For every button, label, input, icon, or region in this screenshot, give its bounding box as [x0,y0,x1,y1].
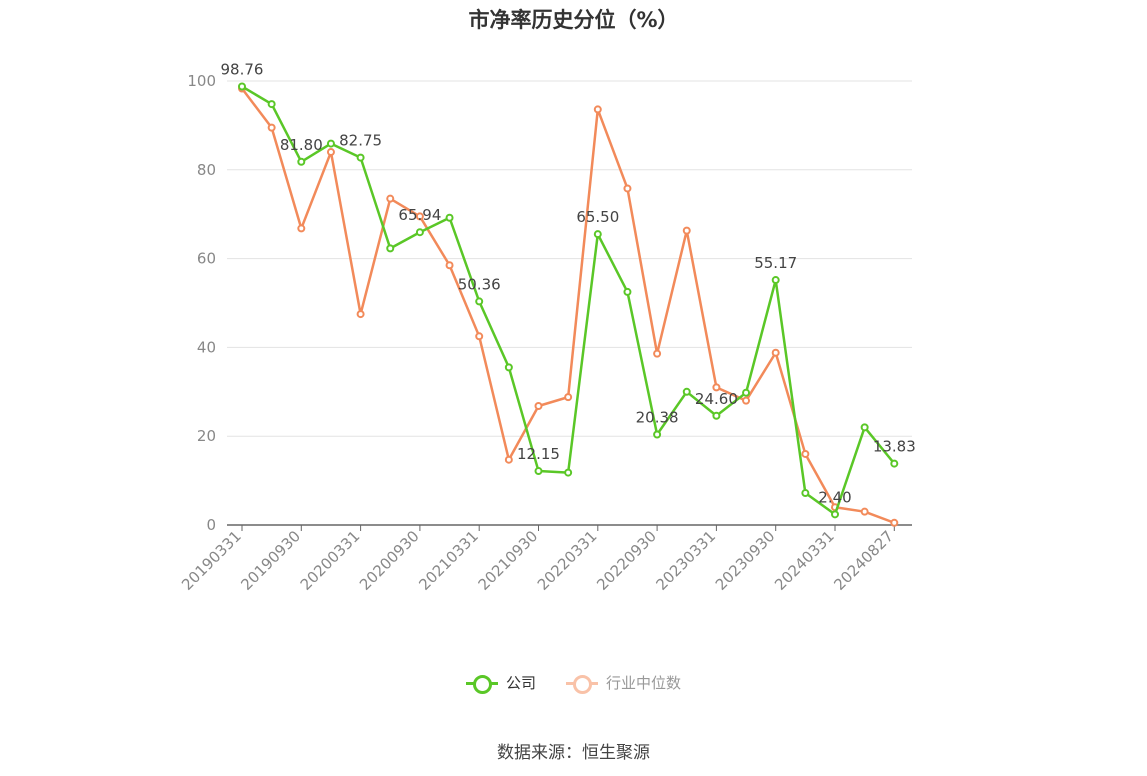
data-point-industry [356,310,365,319]
data-point-company [712,411,721,420]
series-lines [238,82,899,527]
data-point-industry [801,449,810,458]
data-label: 24.60 [695,390,738,408]
data-point-industry [445,261,454,270]
data-point-company [386,244,395,253]
x-tick-label: 20230930 [712,527,779,594]
legend: 公司 行业中位数 [0,672,1147,694]
data-point-industry [267,123,276,132]
data-label: 98.76 [221,61,264,79]
data-point-industry [326,148,335,157]
data-label: 65.50 [576,208,619,226]
data-point-industry [415,212,424,221]
series-line-industry [241,87,895,524]
legend-label-industry: 行业中位数 [606,674,682,692]
data-point-company [623,287,632,296]
data-point-industry [475,332,484,341]
legend-swatch-industry [566,673,598,694]
y-tick-label: 60 [197,250,216,268]
data-point-industry [504,455,513,464]
data-labels: 98.76 81.80 82.75 65.94 50.36 12.15 65.50 20.38… [221,61,916,507]
data-point-company [297,157,306,166]
y-tick-label: 80 [197,161,216,179]
data-point-company [445,213,454,222]
chart-title: 市净率历史分位（%） [468,8,679,32]
data-point-company [356,153,365,162]
data-point-company [771,276,780,285]
data-point-company [682,387,691,396]
x-tick-label: 20210930 [475,527,542,594]
data-point-company [801,489,810,498]
data-point-industry [712,383,721,392]
legend-item-company[interactable]: 公司 [465,672,536,694]
data-point-industry [742,396,751,405]
data-point-industry [771,348,780,357]
x-tick-label: 20240331 [771,527,838,594]
data-label: 20.38 [636,409,679,427]
x-tick-label: 20220331 [534,527,601,594]
data-point-company [267,100,276,109]
data-point-industry [860,507,869,516]
y-tick-label: 0 [206,516,216,534]
data-point-industry [890,518,899,527]
data-point-company [860,423,869,432]
x-tick-label: 20210331 [415,527,482,594]
data-point-industry [623,184,632,193]
data-point-company [564,468,573,477]
data-label: 13.83 [873,438,916,456]
data-label: 50.36 [458,275,501,293]
data-label: 55.17 [754,254,797,272]
x-tick-label: 20200331 [297,527,364,594]
data-point-company [475,297,484,306]
data-label: 65.94 [398,206,441,224]
series-line-company [241,85,896,516]
data-point-company [415,228,424,237]
y-tick-label: 100 [187,72,216,90]
data-point-industry [297,224,306,233]
data-point-industry [534,402,543,411]
data-point-industry [386,194,395,203]
data-label: 81.80 [280,136,323,154]
data-point-company [890,459,899,468]
legend-item-industry[interactable]: 行业中位数 [566,672,682,694]
data-point-company [742,388,751,397]
data-point-industry [593,105,602,114]
data-point-company [326,139,335,148]
data-point-company [238,82,246,91]
x-tick-label: 20200930 [356,527,423,594]
legend-swatch-company [465,673,498,694]
data-label: 2.40 [818,488,851,506]
x-tick-label: 20240827 [830,527,897,594]
data-point-company [534,467,543,476]
data-point-industry [564,393,573,402]
x-tick-label: 20190930 [237,527,304,594]
data-point-company [831,510,839,519]
x-tick-label: 20230331 [653,527,720,594]
data-point-company [653,430,662,439]
y-tick-label: 40 [197,338,216,356]
data-source: 数据来源：恒生聚源 [497,743,650,763]
legend-label-company: 公司 [505,674,536,692]
x-tick-label: 20190331 [178,527,245,594]
data-point-industry [682,226,691,235]
data-point-industry [653,349,662,358]
data-point-company [593,230,602,239]
x-tick-label: 20220930 [593,527,660,594]
data-label: 82.75 [339,132,382,150]
y-tick-label: 20 [197,427,216,445]
data-point-company [504,363,513,372]
data-label: 12.15 [517,445,560,463]
